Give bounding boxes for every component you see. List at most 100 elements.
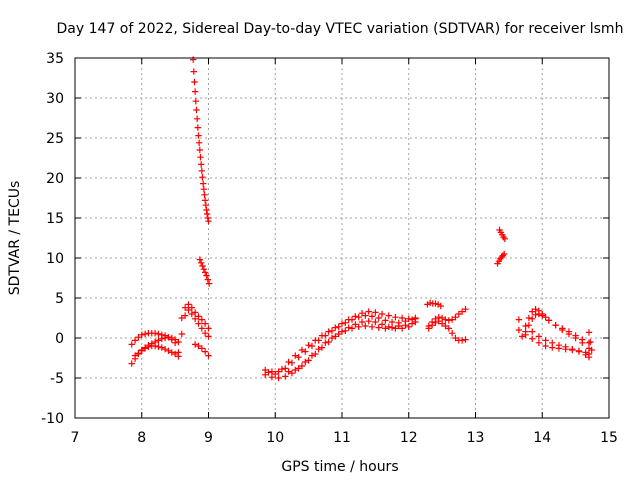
data-point	[171, 336, 179, 343]
data-point	[385, 312, 392, 319]
series-seg-1240b	[425, 318, 469, 344]
data-point	[519, 333, 526, 340]
data-point	[190, 68, 198, 75]
x-tick-label: 15	[600, 430, 618, 446]
data-point	[201, 330, 209, 337]
data-point	[559, 326, 566, 334]
data-point	[191, 78, 198, 86]
data-point	[438, 320, 446, 327]
data-point	[388, 324, 396, 331]
data-point	[308, 352, 316, 359]
data-point	[138, 346, 145, 354]
data-point	[305, 357, 312, 364]
data-point	[197, 161, 205, 168]
y-tick-label: -10	[41, 411, 64, 427]
data-point	[191, 309, 199, 316]
data-point	[268, 374, 276, 381]
data-point	[197, 154, 204, 161]
data-point	[525, 322, 533, 329]
data-point	[175, 338, 182, 346]
series-seg-1340	[494, 250, 508, 267]
series-tail-d	[519, 310, 593, 352]
data-point	[412, 314, 419, 322]
data-point	[203, 210, 211, 218]
y-tick-label: 20	[46, 171, 64, 187]
data-point	[195, 132, 202, 139]
data-point	[352, 321, 359, 328]
series-arc-d	[175, 301, 212, 356]
data-point	[155, 337, 162, 344]
data-point	[195, 313, 202, 320]
data-point	[203, 206, 210, 214]
data-point	[165, 334, 172, 341]
data-point	[161, 334, 169, 342]
data-point	[201, 191, 208, 198]
data-point	[532, 306, 539, 313]
data-point	[200, 186, 208, 193]
data-point	[151, 338, 159, 346]
data-point	[141, 344, 149, 351]
data-point	[275, 374, 282, 382]
y-tick-label: 10	[46, 251, 64, 267]
data-point	[355, 314, 362, 321]
y-tick-label: 25	[46, 131, 64, 147]
data-point	[193, 115, 201, 122]
data-point	[452, 314, 459, 321]
data-point	[175, 349, 182, 356]
data-point	[501, 250, 508, 258]
data-point	[375, 324, 382, 331]
data-point	[322, 339, 329, 346]
data-point	[338, 320, 346, 327]
data-point	[188, 310, 196, 318]
chart-title: Day 147 of 2022, Sidereal Day-to-day VTE…	[57, 21, 624, 37]
data-point	[198, 316, 206, 323]
series-band-b	[262, 312, 419, 375]
data-point	[202, 202, 210, 209]
data-point	[302, 348, 309, 355]
data-point	[195, 320, 202, 327]
data-point	[529, 335, 536, 342]
data-point	[194, 124, 202, 131]
data-point	[312, 350, 319, 358]
data-point	[204, 214, 212, 222]
data-point	[358, 310, 366, 317]
data-point	[398, 325, 406, 332]
data-point	[408, 316, 416, 323]
data-point	[501, 235, 509, 242]
x-tick-label: 14	[533, 430, 551, 446]
data-point	[128, 341, 135, 348]
data-point	[378, 310, 386, 318]
data-point	[168, 349, 175, 356]
data-point	[265, 369, 272, 376]
data-point	[135, 334, 142, 341]
data-point	[448, 330, 456, 337]
data-point	[282, 373, 289, 380]
data-point	[368, 323, 376, 330]
data-point	[199, 174, 206, 181]
data-point	[148, 340, 155, 347]
data-point	[195, 342, 202, 350]
data-point	[155, 343, 162, 350]
data-point	[285, 358, 292, 366]
data-point	[298, 362, 306, 370]
data-point	[555, 345, 563, 352]
series-spike	[189, 56, 212, 225]
data-point	[398, 314, 406, 322]
data-point	[288, 370, 296, 377]
data-point	[579, 339, 586, 346]
data-point	[445, 317, 452, 324]
series-spike-low	[196, 256, 213, 287]
data-point	[535, 339, 543, 346]
data-point	[198, 167, 206, 174]
series-tail-b	[515, 326, 593, 358]
data-point	[328, 334, 336, 342]
data-point	[345, 316, 352, 323]
data-point	[335, 323, 342, 330]
x-tick-label: 8	[137, 430, 146, 446]
data-point	[312, 337, 319, 344]
data-point	[448, 316, 456, 323]
data-point	[405, 323, 412, 330]
axis-ticks: 7 8 9 10 11 12 13 14 15 -10 -5 0 5 10 15 20 25 30 35	[41, 51, 618, 446]
data-point	[332, 333, 339, 340]
data-point	[189, 56, 197, 63]
